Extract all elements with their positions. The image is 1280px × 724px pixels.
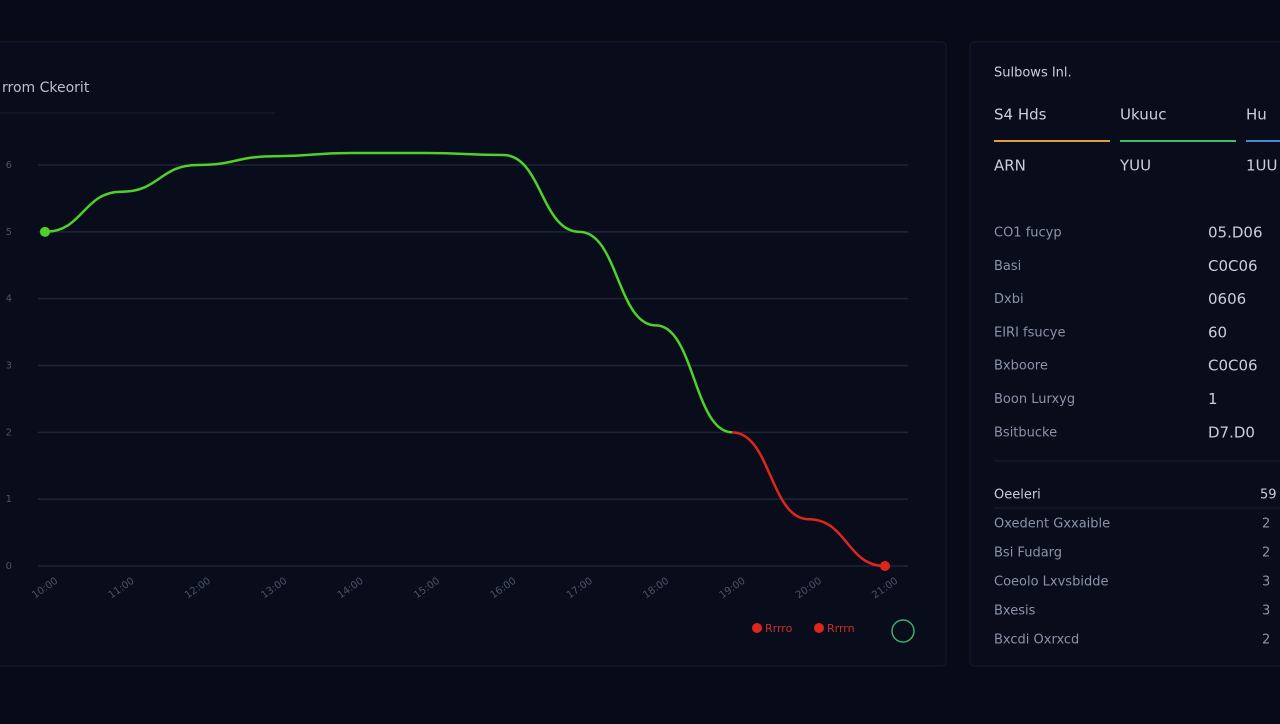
panel-title: Sulbows Inl. <box>994 66 1072 81</box>
row-value: 1 <box>1208 390 1218 408</box>
legend-label: Rrrrn <box>827 622 855 635</box>
section-row-value: 2 <box>1262 546 1270 561</box>
settings-button[interactable] <box>891 619 915 643</box>
y-tick-label: 6 <box>6 160 12 171</box>
section-title: Oeeleri <box>994 488 1041 503</box>
section-row-label: Oxedent Gxxaible <box>994 517 1110 532</box>
section-row-label: Bxcdi Oxrxcd <box>994 633 1079 648</box>
row-label: Bsitbucke <box>994 425 1057 440</box>
row-value: 0606 <box>1208 290 1246 308</box>
row-label: Boon Lurxyg <box>994 392 1075 407</box>
legend-swatch <box>752 623 762 633</box>
y-tick-label: 3 <box>6 361 12 372</box>
row-label: Basi <box>994 259 1021 274</box>
row-value: 05.D06 <box>1208 224 1263 242</box>
row-value: C0C06 <box>1208 357 1258 375</box>
tab-value: 1UU <box>1246 157 1278 175</box>
tab-value: ARN <box>994 157 1026 175</box>
tab-label: Hu <box>1246 106 1267 124</box>
row-value: D7.D0 <box>1208 423 1255 441</box>
tab-value: YUU <box>1119 157 1151 175</box>
row-value: C0C06 <box>1208 257 1258 275</box>
tab-label: Ukuuc <box>1120 106 1166 124</box>
line <box>44 151 733 434</box>
section-row-label: Coeolo Lxvsbidde <box>994 575 1108 590</box>
section-value: 59 <box>1260 488 1277 503</box>
chart-title: rrom Ckeorit <box>2 80 90 96</box>
y-tick-label: 4 <box>6 294 12 305</box>
row-label: Bxboore <box>994 359 1048 374</box>
section-row-value: 2 <box>1262 633 1270 648</box>
section-row-label: Bsi Fudarg <box>994 546 1062 561</box>
end-point <box>880 561 890 571</box>
section-row-value: 3 <box>1262 604 1270 619</box>
y-tick-label: 0 <box>6 561 12 572</box>
row-value: 60 <box>1208 323 1227 341</box>
row-label: Dxbi <box>994 292 1024 307</box>
row-label: EIRI fsucye <box>994 325 1065 340</box>
section-row-label: Bxesis <box>994 604 1036 619</box>
section-row-value: 2 <box>1262 517 1270 532</box>
start-point <box>40 226 50 237</box>
y-tick-label: 5 <box>6 227 12 238</box>
section-row-value: 3 <box>1262 575 1270 590</box>
row-label: CO1 fucyp <box>994 226 1062 241</box>
legend-swatch <box>814 623 824 633</box>
y-tick-label: 1 <box>6 494 12 505</box>
legend-label: Rrrro <box>765 622 793 635</box>
tab-label: S4 Hds <box>994 106 1047 124</box>
line <box>732 431 886 568</box>
side-card <box>969 41 1280 667</box>
y-tick-label: 2 <box>6 427 12 438</box>
chart-card <box>0 41 947 667</box>
